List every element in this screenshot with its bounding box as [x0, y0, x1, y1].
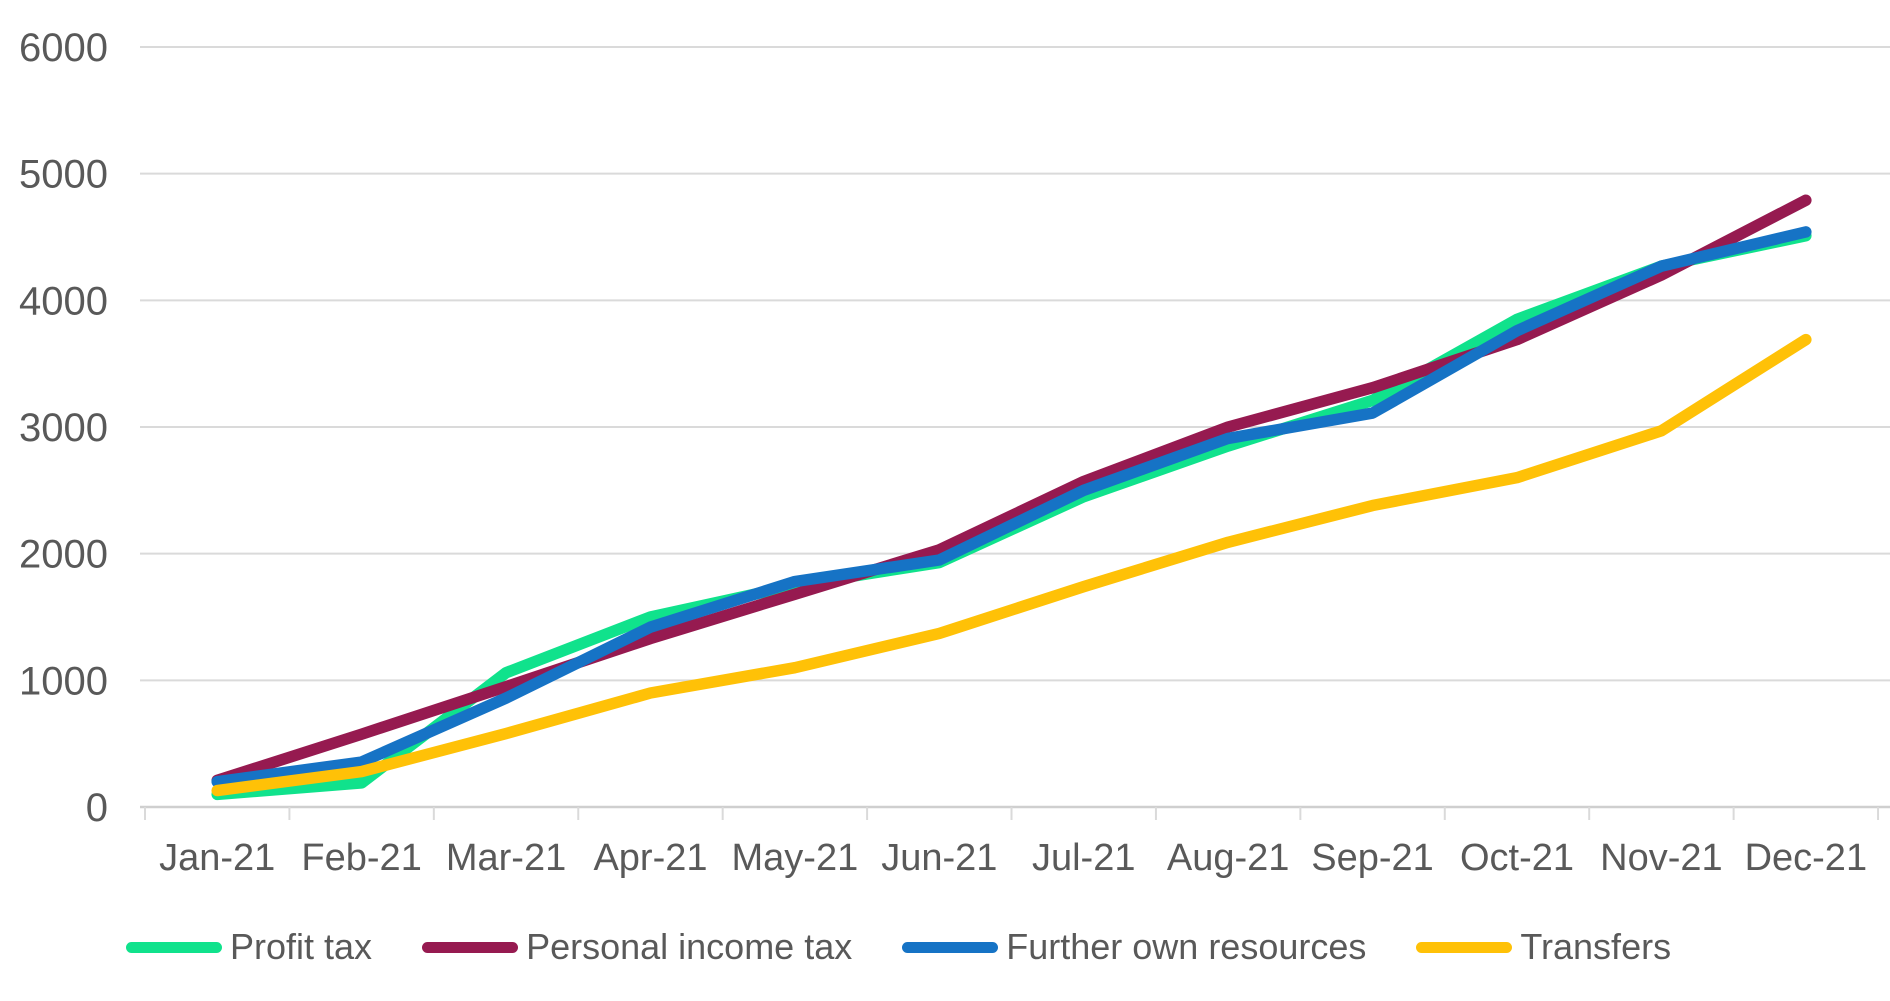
y-axis-label: 2000: [19, 533, 108, 577]
chart-legend: Profit tax Personal income tax Further o…: [126, 916, 1671, 978]
legend-label: Transfers: [1520, 926, 1672, 967]
y-axis-label: 0: [86, 786, 108, 830]
x-axis-label: Aug-21: [1167, 837, 1290, 879]
y-axis-label: 5000: [19, 153, 108, 197]
legend-label: Personal income tax: [526, 926, 853, 967]
legend-item-personal-income-tax[interactable]: Personal income tax: [422, 926, 852, 968]
y-axis-label: 3000: [19, 406, 108, 450]
legend-label: Further own resources: [1006, 926, 1367, 967]
y-axis-label: 1000: [19, 659, 108, 703]
x-axis-label: Jun-21: [881, 837, 997, 879]
legend-swatch-profit-tax: [126, 941, 222, 953]
legend-swatch-further-own-resources: [902, 941, 999, 953]
x-axis-label: Jul-21: [1032, 837, 1136, 879]
legend-swatch-personal-income-tax: [422, 941, 519, 953]
x-axis-label: May-21: [732, 837, 859, 879]
x-axis-label: Mar-21: [446, 837, 566, 879]
y-axis-label: 4000: [19, 279, 108, 323]
series-line-further-own-resources[interactable]: [211, 226, 1812, 788]
legend-label: Profit tax: [230, 926, 373, 967]
x-axis-label: Feb-21: [301, 837, 421, 879]
x-axis-label: Sep-21: [1311, 837, 1434, 879]
x-axis-label: Apr-21: [593, 837, 707, 879]
x-axis-label: Oct-21: [1460, 837, 1574, 879]
x-axis-label: Dec-21: [1745, 837, 1868, 879]
y-axis-label: 6000: [19, 26, 108, 70]
legend-item-further-own-resources[interactable]: Further own resources: [902, 926, 1366, 968]
x-axis-label: Nov-21: [1600, 837, 1723, 879]
legend-item-transfers[interactable]: Transfers: [1416, 926, 1671, 968]
legend-swatch-transfers: [1416, 941, 1513, 953]
legend-item-profit-tax[interactable]: Profit tax: [126, 926, 372, 968]
x-axis-label: Jan-21: [159, 837, 275, 879]
series-line-personal-income-tax[interactable]: [211, 194, 1812, 787]
series-line-transfers[interactable]: [211, 333, 1812, 797]
